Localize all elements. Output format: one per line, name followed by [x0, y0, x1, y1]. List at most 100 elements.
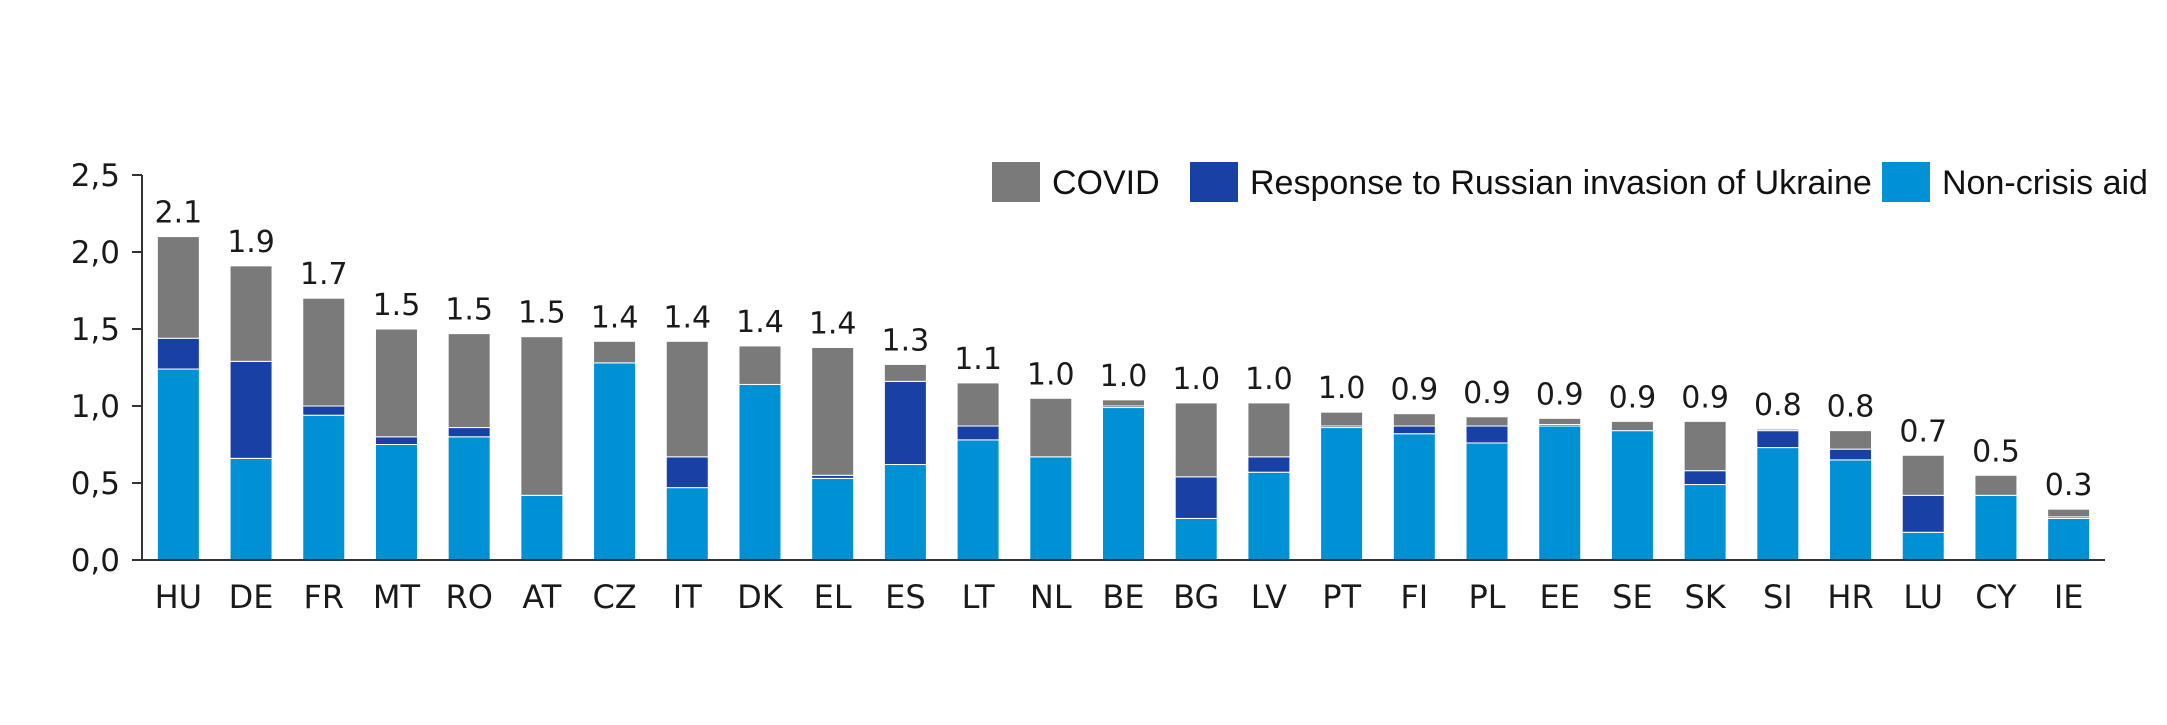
bar-segment-covid-lu: [1901, 454, 1945, 496]
y-tick-label: 1,5: [71, 312, 120, 348]
legend-label-covid: COVID: [1052, 164, 1160, 202]
x-tick-label-pt: PT: [1322, 578, 1361, 616]
total-labels: 2.1 1.9 1.7 1.5 1.5 1.5 1.4 1.4 1.4 1.4 1.3 1.1 1.0 1…: [154, 196, 2092, 504]
x-tick-label-fi: FI: [1400, 578, 1428, 616]
bar-segment-covid-cz: [593, 340, 637, 364]
total-label-fi: 0.9: [1390, 373, 1438, 408]
total-label-lt: 1.1: [954, 342, 1002, 377]
bar-segment-response-to-russian-invasion-of-ukraine-fr: [302, 405, 346, 416]
bar-segment-response-to-russian-invasion-of-ukraine-hr: [1829, 448, 1873, 461]
bar-segment-covid-lt: [956, 382, 1000, 427]
bar-segment-non-crisis-aid-lv: [1247, 471, 1291, 561]
x-tick-label-de: DE: [229, 578, 274, 616]
bar-segment-covid-it: [665, 340, 709, 458]
total-label-pt: 1.0: [1318, 371, 1366, 406]
bar-segment-non-crisis-aid-es: [883, 464, 927, 561]
bar-segment-covid-pl: [1465, 416, 1509, 427]
bar-segment-non-crisis-aid-dk: [738, 383, 782, 561]
bar-segment-non-crisis-aid-at: [520, 494, 564, 561]
y-tick-label: 1,0: [71, 389, 120, 425]
bar-segment-covid-ie: [2047, 508, 2091, 518]
bar-segment-response-to-russian-invasion-of-ukraine-lv: [1247, 456, 1291, 473]
bar-segment-covid-si: [1756, 428, 1800, 432]
x-tick-label-be: BE: [1102, 578, 1144, 616]
x-tick-label-lt: LT: [962, 578, 995, 616]
bar-segment-non-crisis-aid-nl: [1029, 456, 1073, 561]
legend-label-response-to-russian-invasion-of-ukraine: Response to Russian invasion of Ukraine: [1250, 164, 1872, 202]
bar-segment-covid-be: [1102, 399, 1145, 407]
bar-segment-response-to-russian-invasion-of-ukraine-sk: [1683, 470, 1727, 486]
bar-segment-non-crisis-aid-pl: [1465, 442, 1509, 561]
bar-segment-response-to-russian-invasion-of-ukraine-fi: [1392, 425, 1436, 435]
total-label-be: 1.0: [1100, 359, 1148, 394]
legend-label-non-crisis-aid: Non-crisis aid: [1942, 164, 2148, 202]
bar-segment-non-crisis-aid-bg: [1174, 517, 1218, 561]
bar-segment-response-to-russian-invasion-of-ukraine-de: [229, 360, 273, 459]
bar-segment-non-crisis-aid-de: [229, 457, 273, 561]
total-label-de: 1.9: [227, 225, 275, 260]
total-label-ie: 0.3: [2045, 468, 2093, 503]
bar-segment-non-crisis-aid-hu: [156, 368, 200, 561]
bar-segment-covid-at: [520, 336, 564, 496]
bar-segment-response-to-russian-invasion-of-ukraine-bg: [1174, 476, 1218, 519]
bar-segment-non-crisis-aid-fr: [302, 414, 346, 561]
bar-segment-covid-el: [811, 346, 855, 476]
bar-segment-non-crisis-aid-se: [1610, 430, 1654, 561]
x-tick-label-mt: MT: [373, 578, 421, 616]
total-label-dk: 1.4: [736, 305, 784, 340]
bar-segment-non-crisis-aid-sk: [1683, 484, 1727, 561]
x-tick-label-bg: BG: [1173, 578, 1219, 616]
x-tick-label-hu: HU: [155, 578, 202, 616]
bar-segment-non-crisis-aid-lu: [1901, 531, 1945, 561]
bar-segment-covid-ro: [447, 333, 491, 429]
bar-segment-response-to-russian-invasion-of-ukraine-lu: [1901, 494, 1945, 533]
x-tick-label-sk: SK: [1684, 578, 1726, 616]
total-label-at: 1.5: [518, 296, 566, 331]
total-label-cz: 1.4: [591, 300, 639, 335]
bar-segment-non-crisis-aid-pt: [1320, 427, 1364, 561]
bar-segment-covid-nl: [1029, 397, 1073, 458]
total-label-hr: 0.8: [1827, 390, 1875, 425]
total-label-fr: 1.7: [300, 257, 348, 292]
bar-segment-response-to-russian-invasion-of-ukraine-si: [1756, 430, 1800, 449]
total-label-se: 0.9: [1609, 380, 1657, 415]
bar-segment-covid-hu: [156, 236, 200, 339]
bar-segment-non-crisis-aid-ee: [1538, 425, 1582, 561]
total-label-bg: 1.0: [1172, 362, 1220, 397]
x-tick-label-dk: DK: [737, 578, 784, 616]
total-label-mt: 1.5: [373, 288, 421, 323]
total-label-sk: 0.9: [1681, 380, 1729, 415]
bar-segment-response-to-russian-invasion-of-ukraine-mt: [374, 436, 418, 445]
total-label-cy: 0.5: [1972, 434, 2020, 469]
bar-segment-non-crisis-aid-ro: [447, 436, 491, 561]
bar-segment-response-to-russian-invasion-of-ukraine-it: [665, 456, 709, 489]
bar-segment-covid-se: [1610, 420, 1654, 432]
bar-segment-covid-mt: [374, 328, 418, 438]
y-tick-label: 0,0: [71, 543, 120, 579]
bar-segment-response-to-russian-invasion-of-ukraine-ro: [447, 427, 491, 438]
x-tick-label-lv: LV: [1251, 578, 1287, 616]
x-tick-label-nl: NL: [1030, 578, 1072, 616]
total-label-it: 1.4: [663, 300, 711, 335]
bar-group: [156, 236, 2091, 561]
total-label-hu: 2.1: [154, 196, 202, 231]
bar-segment-non-crisis-aid-it: [665, 487, 709, 561]
x-tick-label-si: SI: [1763, 578, 1793, 616]
x-tick-label-ro: RO: [445, 578, 492, 616]
x-tick-label-cy: CY: [1975, 578, 2017, 616]
x-tick-label-ee: EE: [1540, 578, 1580, 616]
bar-segment-covid-lv: [1247, 402, 1291, 458]
total-label-si: 0.8: [1754, 388, 1802, 423]
bar-segment-covid-es: [883, 363, 927, 382]
total-label-lu: 0.7: [1899, 414, 1947, 449]
bar-segment-covid-bg: [1174, 402, 1218, 478]
x-tick-label-es: ES: [885, 578, 926, 616]
total-label-nl: 1.0: [1027, 357, 1075, 392]
bar-segment-non-crisis-aid-ie: [2047, 517, 2091, 561]
x-tick-label-cz: CZ: [592, 578, 636, 616]
x-axis: HU DE FR MT RO AT CZ IT DK EL ES LT NL BE BG LV PT FI PL EE…: [142, 559, 2105, 616]
bar-segment-covid-sk: [1683, 420, 1727, 472]
x-tick-label-lu: LU: [1903, 578, 1943, 616]
